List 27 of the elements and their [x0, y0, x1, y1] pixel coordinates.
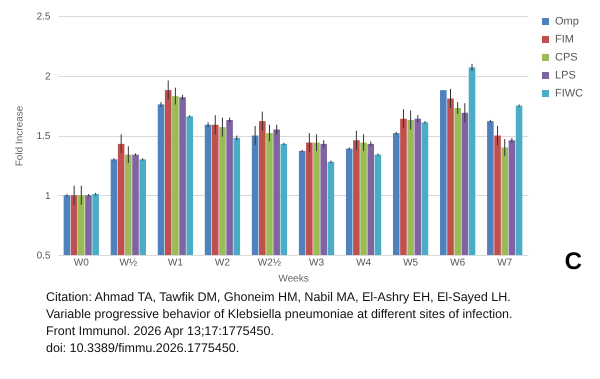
legend-label: FIWC [555, 88, 584, 100]
y-tick-label: 1.5 [36, 131, 51, 142]
legend-label: FIM [555, 34, 574, 46]
y-tick-label: 1 [44, 190, 51, 202]
text: Citation: Ahmad TA, Tawfik DM, Ghoneim HM, Nabil MA, El-Ashry EH, El-Sayed LH. [46, 289, 512, 306]
y-tick-label: 0.5 [36, 250, 51, 262]
x-tick-label: W6 [450, 258, 466, 268]
x-tick-label: W4 [356, 258, 372, 268]
legend-label: CPS [555, 52, 578, 64]
y-axis-title: Fold Increase [14, 105, 26, 166]
x-tick-label: W7 [497, 258, 513, 268]
x-tick-label: W0 [74, 258, 90, 268]
legend-label: Omp [555, 16, 579, 28]
x-tick-label: W2½ [258, 258, 282, 268]
y-tick-label: 2 [44, 71, 51, 82]
text: Front Immunol. 2026 Apr 13;17:1775450. [46, 323, 275, 340]
text: C [564, 248, 582, 276]
text: doi: 10.3389/fimmu.2026.1775450. [46, 340, 240, 357]
x-tick-label: W2 [214, 258, 230, 268]
y-tick-label: 2.5 [36, 12, 51, 22]
text: Variable progressive behavior of Klebsiella pneumoniae at different sites of infection. [46, 306, 512, 323]
x-tick-label: W½ [119, 258, 138, 268]
legend-label: LPS [555, 70, 576, 82]
x-tick-label: W3 [309, 258, 324, 268]
x-tick-label: W1 [168, 258, 184, 268]
x-axis-title: Weeks [278, 274, 309, 284]
x-tick-label: W5 [403, 258, 419, 268]
